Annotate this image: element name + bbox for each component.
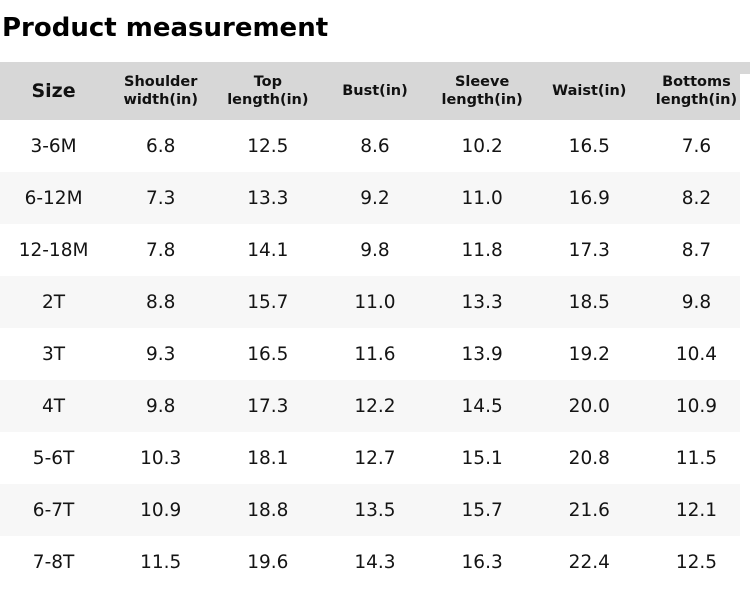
table-header: Size Shoulder width(in) Top length(in) B… [0,62,750,120]
bust-cell: 11.6 [354,343,396,365]
waist-cell: 16.9 [568,187,610,209]
bottoms-length-cell: 9.8 [681,291,712,313]
shoulder-width-cell: 10.3 [140,447,182,469]
table-row: 6-12M 7.3 13.3 9.2 11.0 16.9 8.2 [0,172,750,224]
waist-cell: 19.2 [568,343,610,365]
top-length-cell: 19.6 [247,551,289,573]
right-edge-gutter [740,74,750,598]
table-row: 3-6M 6.8 12.5 8.6 10.2 16.5 7.6 [0,120,750,172]
bottoms-length-cell: 12.1 [675,499,718,521]
size-cell: 6-7T [32,499,75,521]
size-cell: 4T [42,395,66,417]
sleeve-length-cell: 13.3 [461,291,503,313]
size-cell: 3T [42,343,66,365]
waist-cell: 16.5 [568,135,610,157]
column-header-sleeve-length: Sleeve length(in) [428,62,536,120]
table-body: 3-6M 6.8 12.5 8.6 10.2 16.5 7.6 6-12M 7.… [0,120,750,588]
top-length-cell: 15.7 [247,291,289,313]
bottoms-length-cell: 8.7 [681,239,712,261]
shoulder-width-cell: 10.9 [140,499,182,521]
size-cell: 3-6M [30,135,77,157]
top-length-cell: 17.3 [247,395,289,417]
size-cell: 6-12M [24,187,83,209]
table-row: 3T 9.3 16.5 11.6 13.9 19.2 10.4 [0,328,750,380]
waist-cell: 20.8 [568,447,610,469]
table-row: 12-18M 7.8 14.1 9.8 11.8 17.3 8.7 [0,224,750,276]
sleeve-length-cell: 13.9 [461,343,503,365]
top-length-cell: 16.5 [247,343,289,365]
product-measurement-table: Size Shoulder width(in) Top length(in) B… [0,62,750,588]
bust-cell: 13.5 [354,499,396,521]
column-header-bottoms-length: Bottoms length(in) [642,62,750,120]
shoulder-width-cell: 11.5 [140,551,182,573]
top-length-cell: 14.1 [247,239,289,261]
bust-cell: 8.6 [360,135,390,157]
sleeve-length-cell: 11.8 [461,239,503,261]
table-row: 2T 8.8 15.7 11.0 13.3 18.5 9.8 [0,276,750,328]
bottoms-length-cell: 8.2 [681,187,712,209]
shoulder-width-cell: 8.8 [146,291,176,313]
waist-cell: 17.3 [568,239,610,261]
size-cell: 5-6T [32,447,75,469]
bust-cell: 14.3 [354,551,396,573]
top-length-cell: 13.3 [247,187,289,209]
waist-cell: 18.5 [568,291,610,313]
bottoms-length-cell: 12.5 [675,551,718,573]
waist-cell: 20.0 [568,395,610,417]
column-header-bust: Bust(in) [321,62,429,120]
bottoms-length-cell: 7.6 [681,135,712,157]
waist-cell: 21.6 [568,499,610,521]
sleeve-length-cell: 15.7 [461,499,503,521]
column-header-waist: Waist(in) [535,62,643,120]
shoulder-width-cell: 7.3 [146,187,176,209]
bust-cell: 9.8 [360,239,390,261]
shoulder-width-cell: 7.8 [146,239,176,261]
bust-cell: 11.0 [354,291,396,313]
shoulder-width-cell: 9.8 [146,395,176,417]
size-cell: 12-18M [18,239,89,261]
waist-cell: 22.4 [568,551,610,573]
size-cell: 2T [42,291,66,313]
table-row: 4T 9.8 17.3 12.2 14.5 20.0 10.9 [0,380,750,432]
sleeve-length-cell: 16.3 [461,551,503,573]
top-length-cell: 18.8 [247,499,289,521]
page-title: Product measurement [2,13,329,43]
table-row: 6-7T 10.9 18.8 13.5 15.7 21.6 12.1 [0,484,750,536]
column-header-top-length: Top length(in) [214,62,322,120]
table-row: 7-8T 11.5 19.6 14.3 16.3 22.4 12.5 [0,536,750,588]
bottoms-length-cell: 10.9 [675,395,718,417]
top-length-cell: 18.1 [247,447,289,469]
bust-cell: 12.7 [354,447,396,469]
table-row: 5-6T 10.3 18.1 12.7 15.1 20.8 11.5 [0,432,750,484]
bottoms-length-cell: 11.5 [675,447,718,469]
size-cell: 7-8T [32,551,75,573]
shoulder-width-cell: 6.8 [146,135,176,157]
sleeve-length-cell: 11.0 [461,187,503,209]
sleeve-length-cell: 10.2 [461,135,503,157]
bottoms-length-cell: 10.4 [675,343,718,365]
shoulder-width-cell: 9.3 [146,343,176,365]
column-header-shoulder-width: Shoulder width(in) [107,62,215,120]
sleeve-length-cell: 15.1 [461,447,503,469]
top-length-cell: 12.5 [247,135,289,157]
bust-cell: 9.2 [360,187,390,209]
column-header-size: Size [0,62,108,120]
sleeve-length-cell: 14.5 [461,395,503,417]
header-row: Size Shoulder width(in) Top length(in) B… [0,62,750,120]
bust-cell: 12.2 [354,395,396,417]
